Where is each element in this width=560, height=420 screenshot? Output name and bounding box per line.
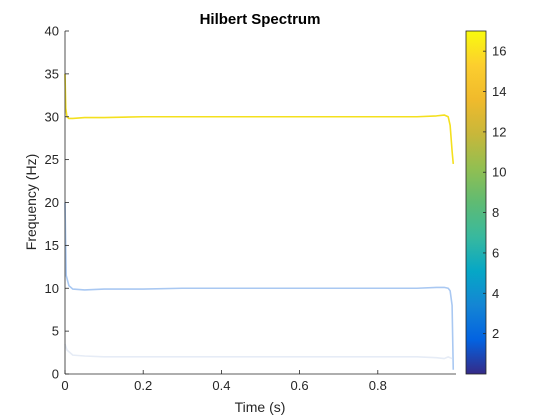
x-axis-label: Time (s) — [235, 399, 286, 415]
colorbar-tick-label: 2 — [492, 326, 499, 341]
colorbar-tick-label: 14 — [492, 84, 506, 99]
series-line-1 — [64, 73, 455, 164]
x-tick-label: 0 — [61, 378, 68, 393]
colorbar: 2 4 6 8 10 12 14 16 — [465, 30, 506, 375]
y-tick-label: 40 — [45, 24, 59, 39]
y-tick-label: 20 — [45, 195, 59, 210]
series-line-3 — [64, 343, 453, 360]
colorbar-tick-label: 12 — [492, 124, 506, 139]
y-tick-label: 5 — [52, 324, 59, 339]
colorbar-tick-label: 8 — [492, 205, 499, 220]
series-line-2 — [64, 202, 455, 370]
series-layer — [64, 73, 455, 370]
y-axis-ticks: 0 5 10 15 20 25 30 35 40 — [45, 24, 69, 382]
x-tick-label: 0.4 — [212, 378, 230, 393]
x-tick-label: 0.2 — [134, 378, 152, 393]
y-tick-label: 10 — [45, 281, 59, 296]
colorbar-tick-label: 4 — [492, 286, 499, 301]
colorbar-tick-label: 10 — [492, 165, 506, 180]
plot-background — [65, 31, 456, 374]
y-tick-label: 25 — [45, 152, 59, 167]
colorbar-ticks: 2 4 6 8 10 12 14 16 — [483, 44, 506, 341]
colorbar-tick-label: 6 — [492, 245, 499, 260]
y-tick-label: 15 — [45, 238, 59, 253]
plot-area — [64, 31, 456, 375]
y-tick-label: 30 — [45, 109, 59, 124]
y-tick-label: 35 — [45, 66, 59, 81]
x-tick-label: 0.8 — [369, 378, 387, 393]
y-tick-label: 0 — [52, 367, 59, 382]
colorbar-tick-label: 16 — [492, 44, 506, 59]
x-axis-ticks: 0 0.2 0.4 0.6 0.8 — [61, 370, 387, 393]
x-tick-label: 0.6 — [291, 378, 309, 393]
colorbar-gradient — [465, 30, 487, 375]
chart-title: Hilbert Spectrum — [200, 11, 321, 28]
y-axis-label: Frequency (Hz) — [23, 154, 39, 250]
